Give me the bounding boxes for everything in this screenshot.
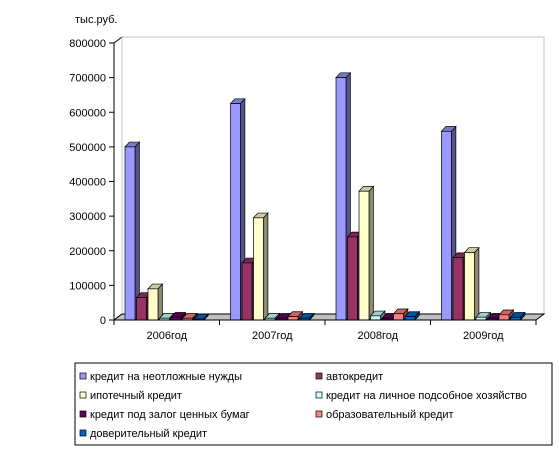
y-tick-label: 500000 [69,142,106,154]
bar-side-face [134,141,140,321]
legend-label: ипотечный кредит [90,390,182,402]
bar-front-face [393,313,404,321]
legend-label: автокредит [326,371,383,383]
legend-swatch [79,429,87,437]
bar-front-face [241,262,253,321]
bar-front-face [347,236,358,321]
bar [287,310,304,321]
bar-side-face [157,283,163,321]
bar-front-face [253,217,264,321]
x-tick-label: 2008год [357,330,398,342]
legend-item: ипотечный кредит [79,390,182,402]
bar [193,313,210,321]
bar [509,311,526,321]
bar [298,312,315,321]
legend-item: образовательный кредит [315,409,454,421]
y-tick-label: 600000 [69,107,106,119]
legend-swatch [315,372,323,380]
bar-front-face [230,103,241,321]
legend-label: доверительный кредит [90,428,207,440]
legend: кредит на неотложные нужды автокредит ипот… [74,362,553,446]
y-tick-label: 0 [100,315,106,327]
y-tick-label: 700000 [69,73,106,85]
legend-item: кредит под залог ценных бумаг [79,409,250,421]
legend-label: кредит под залог ценных бумаг [90,409,250,421]
bar [252,212,269,321]
y-tick-label: 400000 [69,177,106,189]
bar-front-face [498,314,510,321]
bar-front-face [335,77,347,321]
back-wall [121,36,545,315]
bar-front-face [136,297,147,321]
bar [170,311,187,321]
y-tick-label: 100000 [69,280,106,292]
x-tick-label: 2007год [252,330,293,342]
bar [404,310,421,321]
bar-front-face [124,146,136,321]
bars [124,71,526,321]
legend-item: доверительный кредит [79,428,207,440]
bar-front-face [452,257,464,321]
bar-front-face [147,288,159,321]
y-tick-label: 300000 [69,211,106,223]
bar-front-face [441,130,452,321]
legend-label: образовательный кредит [326,409,454,421]
bar [124,141,141,321]
y-axis-unit-label: тыс.руб. [75,14,117,26]
x-tick-label: 2006год [146,330,187,342]
legend-label: кредит на личное подсобное хозяйство [326,390,527,402]
legend-box [74,362,553,446]
legend-swatch [79,391,87,399]
legend-item: кредит на личное подсобное хозяйство [315,390,527,402]
bar-front-face [370,315,381,321]
y-tick-label: 800000 [69,38,106,50]
y-axis: 0 100000 200000 300000 400000 500000 600000 700… [69,38,115,327]
legend-items: кредит на неотложные нужды автокредит ипот… [79,371,527,440]
bar-front-face [404,316,416,321]
bar [158,312,175,321]
bar-side-face [368,185,374,321]
bar-side-face [474,246,480,321]
legend-swatch [79,410,87,418]
chart-walls [112,36,546,321]
legend-label: кредит на неотложные нужды [90,371,242,383]
bar-side-face [263,212,269,321]
legend-swatch [315,391,323,399]
bar [147,283,164,321]
side-wall [113,36,123,321]
legend-swatch [315,410,323,418]
legend-swatch [79,372,87,380]
bar [463,246,480,321]
legend-item: кредит на неотложные нужды [79,371,242,383]
legend-item: автокредит [315,371,383,383]
bar-front-face [358,190,370,321]
bar-front-face [287,316,299,321]
x-tick-label: 2009год [463,330,504,342]
bar [181,312,198,321]
bar [358,185,375,321]
x-axis: 2006год 2007год 2008год 2009год [113,319,537,342]
bar-front-face [464,252,475,321]
y-tick-label: 200000 [69,246,106,258]
